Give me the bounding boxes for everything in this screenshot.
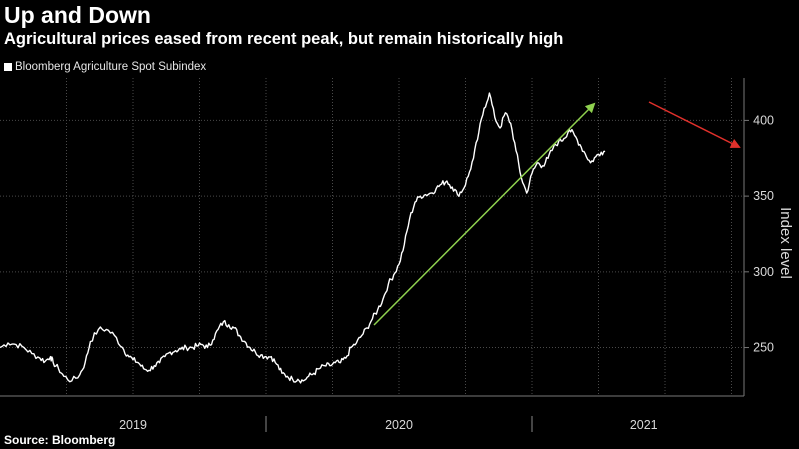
y-tick-label: 400 <box>753 113 774 127</box>
x-tick-label: 2021 <box>630 418 658 432</box>
chart-subtitle: Agricultural prices eased from recent pe… <box>4 30 564 48</box>
y-tick-label: 350 <box>753 189 774 203</box>
series-layer <box>0 92 606 384</box>
legend-label: Bloomberg Agriculture Spot Subindex <box>15 61 207 73</box>
y-tick-label: 250 <box>753 341 774 355</box>
trend-up-arrow <box>373 102 596 326</box>
y-axis: 250 300 350 400 <box>744 113 774 355</box>
grid-layer <box>0 78 745 396</box>
series-line <box>0 92 606 384</box>
source-note: Source: Bloomberg <box>4 433 116 447</box>
x-tick-label: 2020 <box>385 418 413 432</box>
y-axis-title: Index level <box>777 207 794 279</box>
trend-down-arrow <box>648 101 741 148</box>
x-axis: 2019 2020 2021 <box>0 395 744 432</box>
y-tick-label: 300 <box>753 265 774 279</box>
x-tick-label: 2019 <box>119 418 147 432</box>
chart-title: Up and Down <box>4 2 151 28</box>
legend-swatch <box>4 63 12 71</box>
legend: Bloomberg Agriculture Spot Subindex <box>4 61 206 73</box>
